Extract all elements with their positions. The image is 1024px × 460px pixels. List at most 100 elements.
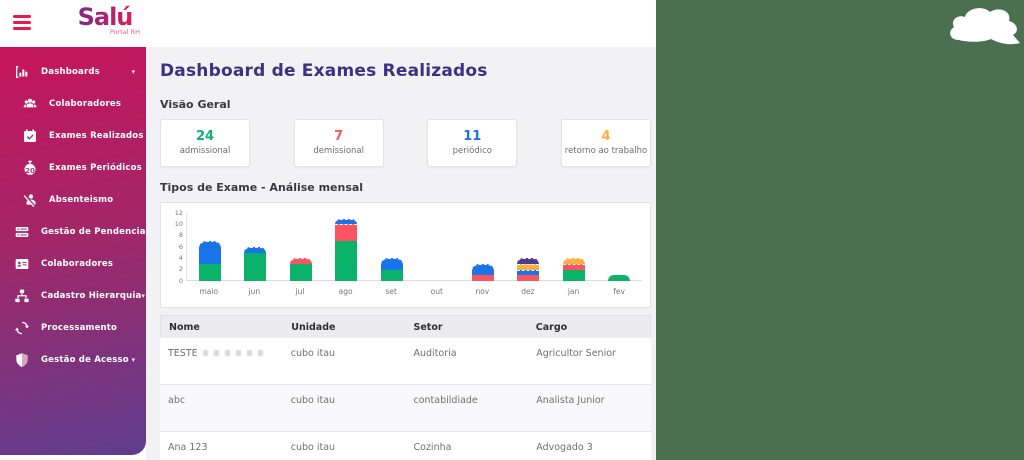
bar-segment [471,275,494,281]
x-tick-label: maio [199,287,219,296]
stat-label: periódico [452,146,492,157]
sidebar-item-label: Absenteismo [49,195,114,205]
chevron-down-icon: ▾ [141,291,145,300]
cell-cargo: Advogado 3 [536,442,593,453]
shield-icon [14,352,30,368]
bar-set [380,258,403,281]
sidebar-item-label: Processamento [41,323,118,333]
y-tick-label: 2 [178,265,183,274]
sitemap-icon [14,288,30,304]
y-tick-label: 12 [174,208,183,217]
person-slash-icon [22,192,38,208]
bar-maio [198,241,221,281]
main-content: Dashboard de Exames Realizados Visão Ger… [146,47,656,460]
sidebar-item-label: Exames Realizados [49,131,144,141]
cell-nome: abc [168,395,186,406]
table-row[interactable]: TESTE cubo itau Auditoria Agricultor Senior [160,338,651,385]
hamburger-menu-icon[interactable] [13,15,31,30]
bar-segment [562,264,585,270]
sidebar-item-label: Dashboards [41,67,100,77]
chart-x-axis: maio jun jul ago set out nov dez jan fev [186,281,642,296]
collaborators-table: Nome Unidade Setor Cargo TESTE cubo itau Audi… [160,315,651,460]
y-tick-label: 6 [178,242,183,251]
stat-value: 11 [463,129,482,145]
stat-card-retorno-ao-trabalho: 4 retorno ao trabalho [560,119,651,167]
bar-segment [517,258,540,265]
stat-card-periodico: 11 periódico [427,119,518,167]
cell-nome: Ana 123 [168,442,208,453]
page-title: Dashboard de Exames Realizados [160,61,488,81]
table-header-row: Nome Unidade Setor Cargo [160,315,651,338]
cell-cargo: Agricultor Senior [536,348,616,359]
table-row[interactable]: Ana 123 cubo itau Cozinha Advogado 3 [160,432,651,460]
stat-card-admissional: 24 admissional [160,119,250,167]
x-tick-label: fev [613,287,625,296]
y-tick-label: 4 [178,253,183,262]
stat-value: 4 [601,129,611,145]
logo-subtitle: Portal RH [109,28,140,37]
sidebar-item-label: Exames Periódicos [49,163,142,173]
bar-dez [517,258,540,281]
monthly-exams-chart: 0 2 4 6 8 10 12 maio jun jul ago set out nov dez jan fe… [160,202,651,308]
sidebar-item-cadastro-hierarquia[interactable]: Cadastro Hierarquia ▾ [0,280,146,312]
sidebar-item-exames-periodicos[interactable]: 20 Exames Periódicos [0,152,146,184]
app-logo: Salú Portal RH [68,4,142,37]
cell-unidade: cubo itau [290,442,336,453]
sidebar-item-colaboradores[interactable]: Colaboradores [0,248,146,280]
sidebar-item-label: Colaboradores [49,99,122,109]
stat-label: admissional [179,146,231,157]
y-tick-label: 10 [174,219,183,228]
sidebar-item-label: Gestão de Acesso [41,355,129,365]
cell-setor: contabildiade [413,395,478,406]
x-tick-label: jan [567,287,580,296]
people-icon [22,96,38,112]
table-row[interactable]: abc cubo itau contabildiade Analista Junior [160,385,651,432]
cell-unidade: cubo itau [290,395,336,406]
bar-segment [562,258,585,265]
bar-segment [289,264,312,281]
sidebar-item-absenteismo[interactable]: Absenteismo [0,184,146,216]
x-tick-label: set [385,287,397,296]
section-chart-label: Tipos de Exame - Análise mensal [160,181,364,194]
bar-segment [244,247,267,253]
bar-segment [335,218,358,225]
sidebar-item-gestao-de-acesso[interactable]: Gestão de Acesso ▾ [0,344,146,376]
bar-segment [471,264,494,276]
chevron-down-icon: ▾ [131,355,135,364]
stat-cards-row: 24 admissional 7 demissional 11 periódico 4 ret… [160,119,651,167]
bar-segment [198,241,221,264]
stopwatch-badge: 20 [25,166,35,175]
bar-segment [335,241,358,281]
cell-setor: Auditoria [413,348,457,359]
bar-nov [471,264,494,281]
sync-icon [14,320,30,336]
sidebar-item-dashboards[interactable]: Dashboards ▾ [0,56,146,88]
cloud-illustration [946,4,1024,46]
stat-value: 7 [334,129,344,145]
bar-segment [380,258,403,270]
list-icon [14,224,30,240]
app-window: Salú Portal RH Dashboards ▾ Colaboradores E… [0,0,656,460]
redacted-text [202,350,269,356]
top-bar: Salú Portal RH [0,0,656,47]
bar-segment [380,269,403,281]
chevron-down-icon: ▾ [131,67,135,76]
sidebar-item-colaboradores[interactable]: Colaboradores [0,88,146,120]
bar-segment [517,269,540,276]
sidebar-nav: Dashboards ▾ Colaboradores Exames Realizado… [0,47,154,455]
stat-label: demissional [313,146,364,157]
bar-segment [198,264,221,281]
chart-y-axis: 0 2 4 6 8 10 12 [169,208,186,283]
y-tick-label: 8 [178,231,183,240]
sidebar-item-processamento[interactable]: Processamento [0,312,146,344]
bar-segment [562,269,585,281]
logo-text: Salú [68,4,142,31]
cell-nome: TESTE [160,348,283,384]
bar-fev [608,275,631,281]
bar-jul [289,258,312,281]
sidebar-item-exames-realizados[interactable]: Exames Realizados [0,120,146,152]
column-header-cargo: Cargo [535,321,568,333]
sidebar-item-gestao-de-pendencias[interactable]: Gestão de Pendencias▾ [0,216,154,248]
y-tick-label: 0 [178,276,183,285]
